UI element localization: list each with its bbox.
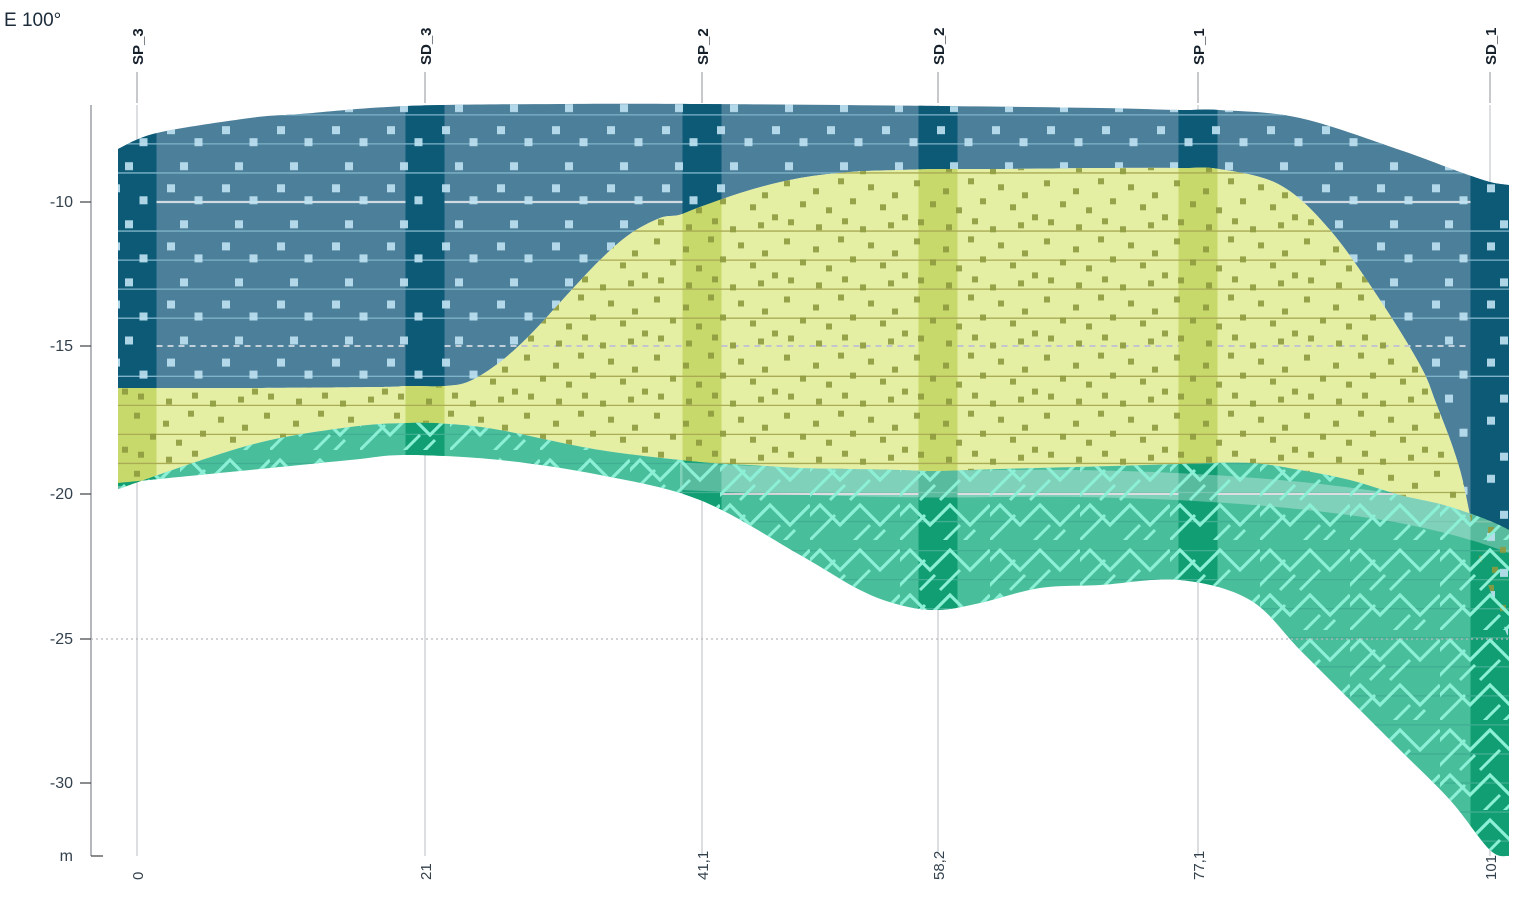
svg-text:SD_1: SD_1	[1483, 27, 1500, 65]
svg-text:SP_3: SP_3	[130, 28, 147, 65]
svg-text:SP_1: SP_1	[1191, 28, 1208, 65]
svg-text:SD_2: SD_2	[931, 27, 948, 65]
svg-text:21: 21	[418, 863, 435, 880]
svg-text:101: 101	[1483, 855, 1500, 880]
svg-text:0: 0	[130, 872, 147, 880]
svg-text:SP_2: SP_2	[695, 28, 712, 65]
svg-text:41,1: 41,1	[695, 851, 712, 880]
svg-text:E 100°: E 100°	[4, 10, 61, 31]
svg-text:-15: -15	[50, 338, 73, 355]
svg-text:58,2: 58,2	[931, 851, 948, 880]
svg-text:m: m	[60, 848, 73, 865]
svg-text:SD_3: SD_3	[418, 27, 435, 65]
svg-text:-20: -20	[50, 486, 73, 503]
svg-text:-30: -30	[50, 775, 73, 792]
svg-text:-25: -25	[50, 631, 73, 648]
svg-text:77,1: 77,1	[1191, 851, 1208, 880]
svg-text:-10: -10	[50, 194, 73, 211]
